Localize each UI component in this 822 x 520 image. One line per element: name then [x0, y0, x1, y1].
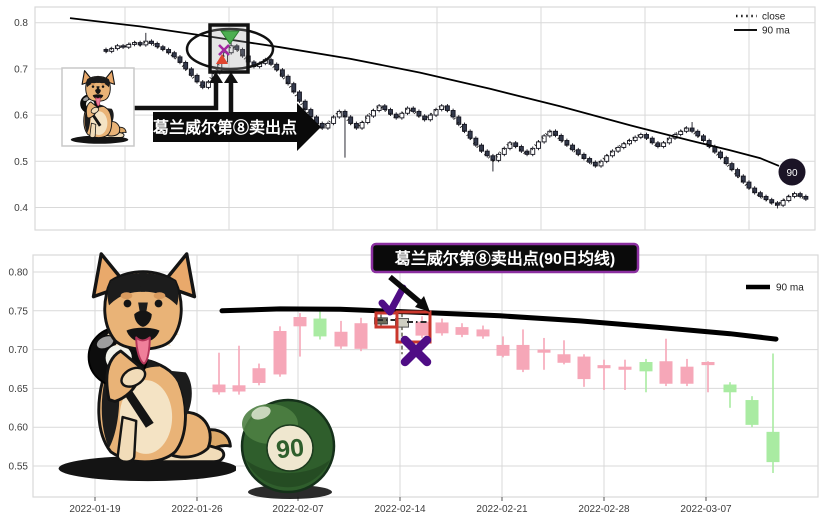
arrowhead-1 — [209, 72, 223, 83]
candle — [537, 349, 551, 353]
candle — [273, 330, 287, 375]
ma90-badge: 90 — [778, 158, 806, 186]
candle — [659, 361, 673, 384]
purple-x-mark — [400, 335, 432, 367]
top-annotation-text: 葛兰威尔第⑧卖出点 — [153, 118, 297, 137]
dog-large-image — [56, 252, 236, 483]
y-tick-label: 0.8 — [14, 18, 28, 29]
y-tick-label: 0.60 — [9, 423, 29, 434]
y-tick-label: 0.6 — [14, 111, 28, 122]
candle — [212, 384, 226, 393]
candle — [680, 366, 694, 384]
x-tick-label: 2022-01-26 — [171, 504, 223, 515]
y-tick-label: 0.80 — [9, 268, 29, 279]
annotation-arrow-right — [297, 103, 321, 151]
legend-close-label: close — [762, 12, 786, 23]
candle — [313, 318, 327, 337]
y-tick-label: 0.55 — [9, 462, 29, 473]
ninety-ball-number: 90 — [275, 434, 306, 465]
ninety-ball: 90 — [240, 398, 336, 499]
y-tick-label: 0.65 — [9, 384, 29, 395]
ma90-line-bottom — [219, 306, 779, 342]
y-tick-label: 0.7 — [14, 64, 28, 75]
sell-marker-red-triangle-up — [216, 54, 228, 64]
ninety-ball-lower-shade — [246, 460, 330, 488]
x-tick-label: 2022-02-14 — [374, 504, 426, 515]
x-tick-label: 2022-01-19 — [69, 504, 121, 515]
candle — [415, 321, 429, 336]
sell-marker-green-triangle-down — [220, 30, 240, 45]
dog-inset — [61, 67, 135, 147]
y-tick-label: 0.5 — [14, 157, 28, 168]
bottom-title-box: 葛兰威尔第⑧卖出点(90日均线) — [370, 242, 640, 274]
connector-arrow-1 — [133, 80, 219, 111]
red-box-2 — [395, 310, 432, 344]
candle — [354, 323, 368, 349]
candle — [476, 329, 490, 337]
top-legend: close 90 ma — [734, 12, 790, 37]
candle — [252, 368, 266, 383]
top-annotation-box: 葛兰威尔第⑧卖出点 — [153, 103, 321, 151]
legend-ma-label-bottom: 90 ma — [776, 283, 804, 294]
candle — [766, 431, 780, 463]
candle — [723, 384, 737, 393]
candle — [455, 327, 469, 335]
annotation-arrows — [133, 72, 238, 112]
x-tick-label: 2022-02-21 — [476, 504, 528, 515]
x-tick-label: 2022-02-07 — [272, 504, 324, 515]
candle — [701, 362, 715, 366]
x-tick-label: 2022-03-07 — [680, 504, 732, 515]
top-chart-y-axis: 0.8 0.7 0.6 0.5 0.4 — [14, 18, 28, 214]
highlight-dashdot-lines — [377, 319, 429, 323]
x-tick-label: 2022-02-28 — [578, 504, 630, 515]
bottom-title-text: 葛兰威尔第⑧卖出点(90日均线) — [395, 249, 615, 268]
sell-point-zoom-box — [208, 23, 250, 74]
ma90-line-top — [69, 17, 780, 167]
candle — [496, 344, 510, 356]
candle — [597, 365, 611, 369]
candle — [557, 354, 571, 363]
bottom-chart-y-axis: 0.80 0.75 0.70 0.65 0.60 0.55 — [9, 268, 29, 473]
arrowhead-2 — [224, 72, 238, 83]
bottom-chart-x-axis: 2022-01-19 2022-01-26 2022-02-07 2022-02-14… — [69, 497, 732, 515]
purple-check-mark — [378, 284, 407, 316]
y-tick-label: 0.75 — [9, 306, 29, 317]
candle — [293, 317, 307, 327]
sell-point-ellipse — [185, 27, 275, 71]
ninety-ball-highlight — [251, 406, 271, 420]
title-arrowhead — [415, 296, 430, 312]
bottom-chart-panel: 0.800.750.700.650.600.55 2022-01-19 2022-… — [9, 242, 819, 515]
title-arrow — [388, 274, 430, 312]
top-chart-grid — [34, 6, 816, 231]
legend-ma-label: 90 ma — [762, 26, 790, 37]
bottom-chart-candles — [212, 307, 780, 473]
y-tick-label: 0.70 — [9, 345, 29, 356]
candle — [232, 385, 246, 392]
sell-marker-magenta-x — [218, 44, 230, 56]
bottom-legend: 90 ma — [746, 283, 804, 294]
candle — [334, 331, 348, 347]
candle — [745, 400, 759, 425]
ma90-badge-text: 90 — [786, 168, 798, 179]
top-chart-panel: 0.8 0.7 0.6 0.5 0.4 close 90 ma — [14, 6, 816, 231]
candle — [435, 322, 449, 334]
candle — [577, 356, 591, 380]
candle — [516, 344, 530, 370]
candle — [618, 366, 632, 370]
candle — [639, 362, 653, 372]
y-tick-label: 0.4 — [14, 203, 28, 214]
